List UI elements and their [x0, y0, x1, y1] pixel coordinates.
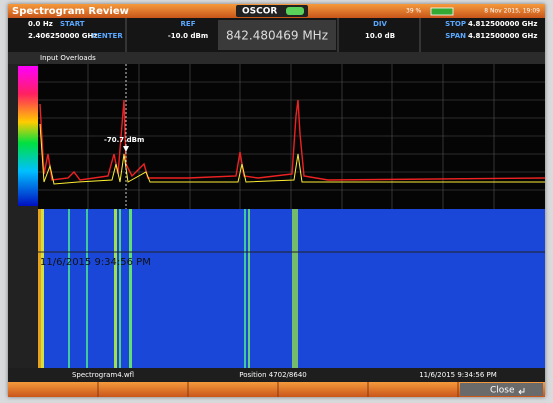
stop-value: 4.812500000 GHz — [468, 20, 537, 28]
center-value: 2.406250000 GHz — [28, 32, 97, 40]
battery-level: 39 % — [406, 8, 422, 15]
div-value: 10.0 dB — [365, 32, 395, 40]
device-screen: Spectrogram Review OSCOR 39 % 8 Nov 2015… — [8, 4, 545, 397]
div-label: DIV — [373, 20, 387, 28]
footer-time: 11/6/2015 9:34:56 PM — [419, 371, 497, 379]
frequency: 842.480469 MHz — [226, 29, 328, 43]
ref-value: -10.0 dBm — [168, 32, 208, 40]
stop-label: STOP — [445, 20, 466, 28]
status: Input Overloads — [40, 54, 96, 62]
center-label: CENTER — [92, 32, 123, 40]
span-label: SPAN — [445, 32, 466, 40]
screen: Spectrogram Review OSCOR 39 % 8 Nov 2015… — [8, 4, 545, 397]
color-scale — [18, 66, 38, 206]
start-value: 0.0 Hz — [28, 20, 53, 28]
position: Position 4702/8640 — [239, 371, 306, 379]
page: {"title_bar": {"title": "Spectrogram Rev… — [0, 0, 553, 403]
start-label: START — [60, 20, 85, 28]
app-title: Spectrogram Review — [12, 6, 129, 17]
ref-label: REF — [181, 20, 196, 28]
spectrogram-timestamp: 11/6/2015 9:34:56 PM — [40, 257, 151, 268]
logo-icon — [286, 7, 304, 15]
span-value: 4.812500000 GHz — [468, 32, 537, 40]
logo: OSCOR — [242, 7, 277, 17]
battery-icon — [431, 8, 453, 15]
datetime: 8 Nov 2015, 19:09 — [484, 8, 540, 15]
file-name: Spectrogram4.wfl — [72, 371, 134, 379]
marker-label: -70.7 dBm — [104, 136, 144, 144]
close-label[interactable]: Close — [490, 386, 515, 396]
